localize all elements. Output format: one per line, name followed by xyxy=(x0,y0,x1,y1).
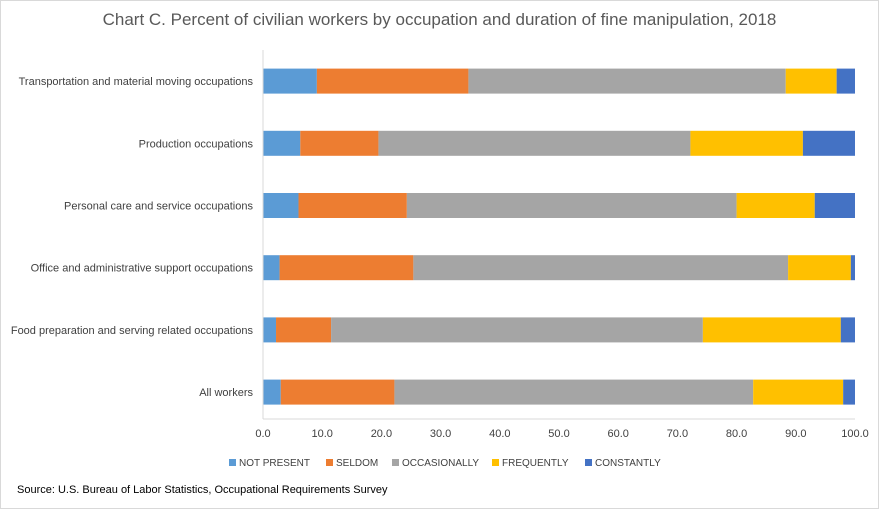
category-label: Personal care and service occupations xyxy=(64,201,253,213)
bar-segment-not-present xyxy=(263,317,277,343)
bar-segment-seldom xyxy=(316,68,469,94)
bar-segment-occasionally xyxy=(468,68,786,94)
x-tick-label: 80.0 xyxy=(726,428,747,440)
bar-segment-not-present xyxy=(263,193,299,218)
bar-segment-seldom xyxy=(276,317,332,343)
bar-segment-frequently xyxy=(690,130,803,156)
x-tick-label: 10.0 xyxy=(311,428,332,440)
bar-segment-frequently xyxy=(736,193,815,218)
x-tick-label: 50.0 xyxy=(548,428,569,440)
category-label: Office and administrative support occupa… xyxy=(31,263,254,275)
legend-label: OCCASIONALLY xyxy=(402,458,479,469)
category-label: Food preparation and serving related occ… xyxy=(11,325,254,337)
bar-segment-frequently xyxy=(785,68,837,94)
legend-label: SELDOM xyxy=(336,458,378,469)
legend-label: NOT PRESENT xyxy=(239,458,310,469)
legend-swatch xyxy=(492,459,499,466)
bar-segment-seldom xyxy=(298,193,407,218)
bar-segment-seldom xyxy=(279,255,414,281)
bar-segment-constantly xyxy=(802,130,855,156)
legend-swatch xyxy=(326,459,333,466)
x-tick-label: 0.0 xyxy=(255,428,270,440)
bar-segment-constantly xyxy=(840,317,855,343)
bar-segment-seldom xyxy=(280,379,395,405)
bar-segment-constantly xyxy=(814,193,855,218)
bar-segment-occasionally xyxy=(406,193,737,218)
category-label: Transportation and material moving occup… xyxy=(19,76,254,88)
source-note: Source: U.S. Bureau of Labor Statistics,… xyxy=(17,484,388,496)
bar-segment-frequently xyxy=(753,379,844,405)
bar-segment-frequently xyxy=(788,255,851,281)
bar-segment-constantly xyxy=(843,379,855,405)
legend-swatch xyxy=(585,459,592,466)
bar-segment-constantly xyxy=(836,68,855,94)
legend-label: CONSTANTLY xyxy=(595,458,661,469)
x-tick-label: 90.0 xyxy=(785,428,806,440)
legend-label: FREQUENTLY xyxy=(502,458,569,469)
x-tick-label: 60.0 xyxy=(607,428,628,440)
bar-segment-occasionally xyxy=(413,255,789,281)
bar-segment-occasionally xyxy=(378,130,691,156)
category-label: Production occupations xyxy=(139,138,254,150)
bar-segment-not-present xyxy=(263,68,317,94)
bar-segment-not-present xyxy=(263,130,301,156)
category-label: All workers xyxy=(199,387,253,399)
chart-title: Chart C. Percent of civilian workers by … xyxy=(102,10,777,29)
bar-segment-not-present xyxy=(263,255,280,281)
legend-swatch xyxy=(229,459,236,466)
x-tick-label: 70.0 xyxy=(667,428,688,440)
bar-segment-occasionally xyxy=(331,317,703,343)
bar-segment-frequently xyxy=(702,317,841,343)
x-tick-label: 40.0 xyxy=(489,428,510,440)
bar-segment-constantly xyxy=(850,255,855,281)
x-tick-label: 30.0 xyxy=(430,428,451,440)
legend-swatch xyxy=(392,459,399,466)
x-tick-label: 100.0 xyxy=(841,428,869,440)
bar-segment-occasionally xyxy=(394,379,754,405)
x-tick-label: 20.0 xyxy=(371,428,392,440)
bar-segment-not-present xyxy=(263,379,281,405)
bar-segment-seldom xyxy=(300,130,379,156)
